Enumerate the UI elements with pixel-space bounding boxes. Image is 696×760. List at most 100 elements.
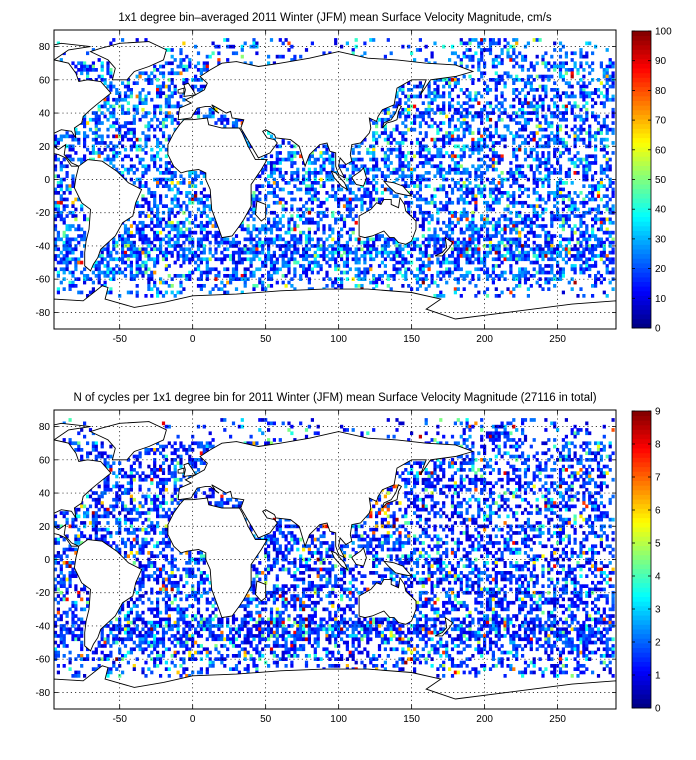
data-bin <box>395 127 399 132</box>
data-bin <box>558 164 563 169</box>
data-bin <box>395 260 399 265</box>
data-bin <box>167 78 171 82</box>
data-bin <box>377 250 382 255</box>
data-bin <box>523 94 528 99</box>
data-bin <box>450 177 455 182</box>
data-bin <box>532 131 536 135</box>
data-bin <box>325 254 329 258</box>
data-bin <box>579 217 583 222</box>
data-bin <box>509 200 513 205</box>
data-bin <box>290 161 294 165</box>
data-bin <box>608 84 612 89</box>
data-bin <box>214 234 218 238</box>
data-bin <box>392 254 396 258</box>
data-bin <box>401 134 405 139</box>
data-bin <box>188 250 192 255</box>
data-bin <box>483 257 487 262</box>
y-tick-label: -40 <box>36 241 51 252</box>
data-bin <box>126 290 130 295</box>
data-bin <box>383 54 387 59</box>
data-bin <box>369 191 373 195</box>
data-bin <box>605 131 609 135</box>
data-bin <box>538 224 542 228</box>
data-bin <box>564 181 568 185</box>
data-bin <box>556 141 560 145</box>
data-bin <box>611 71 615 76</box>
data-bin <box>410 174 414 179</box>
data-bin <box>269 227 274 232</box>
data-bin <box>231 260 236 265</box>
colorbar-segment <box>632 314 651 320</box>
data-bin <box>556 131 560 135</box>
data-bin <box>474 294 478 298</box>
data-bin <box>188 237 192 242</box>
data-bin <box>380 234 384 238</box>
data-bin <box>380 191 384 195</box>
data-bin <box>237 117 241 122</box>
data-bin <box>267 220 271 225</box>
data-bin <box>608 207 612 212</box>
data-bin <box>240 277 244 281</box>
data-bin <box>348 210 352 215</box>
data-bin <box>515 227 519 232</box>
data-bin <box>74 214 78 218</box>
data-bin <box>304 48 309 52</box>
data-bin <box>150 294 154 298</box>
data-bin <box>363 200 367 205</box>
data-bin <box>509 171 513 175</box>
data-bin <box>231 124 236 129</box>
data-bin <box>608 197 612 202</box>
data-bin <box>121 270 125 275</box>
data-bin <box>550 124 554 129</box>
data-bin <box>512 171 516 175</box>
data-bin <box>521 58 525 62</box>
data-bin <box>582 174 586 179</box>
data-bin <box>556 260 560 265</box>
data-bin <box>310 187 314 192</box>
data-bin <box>109 88 113 92</box>
data-bin <box>255 51 259 56</box>
data-bin <box>88 64 93 69</box>
data-bin <box>471 254 475 258</box>
data-bin <box>179 181 183 185</box>
data-bin <box>491 277 495 281</box>
data-bin <box>249 234 253 238</box>
data-bin <box>605 230 609 235</box>
data-bin <box>564 61 568 66</box>
data-bin <box>278 234 282 238</box>
data-bin <box>582 121 586 125</box>
data-bin <box>462 200 466 205</box>
data-bin <box>179 204 183 208</box>
data-bin <box>465 191 469 195</box>
data-bin <box>515 121 519 125</box>
data-bin <box>123 134 128 139</box>
data-bin <box>424 157 428 162</box>
data-bin <box>310 41 314 46</box>
data-bin <box>331 257 335 262</box>
data-bin <box>59 257 63 262</box>
data-bin <box>541 287 545 291</box>
data-bin <box>439 227 443 232</box>
data-bin <box>211 217 215 222</box>
data-bin <box>462 210 466 215</box>
data-bin <box>328 171 332 175</box>
data-bin <box>167 230 171 235</box>
data-bin <box>144 97 148 102</box>
data-bin <box>570 234 574 238</box>
data-bin <box>515 134 519 139</box>
data-bin <box>608 184 612 188</box>
data-bin <box>468 247 472 252</box>
data-bin <box>523 270 528 275</box>
data-bin <box>585 210 589 215</box>
data-bin <box>173 234 177 238</box>
data-bin <box>220 114 224 119</box>
data-bin <box>272 220 276 225</box>
data-bin <box>515 171 519 175</box>
data-bin <box>386 187 390 192</box>
data-bin <box>401 274 405 278</box>
data-bin <box>144 111 148 115</box>
data-bin <box>299 274 303 278</box>
data-bin <box>465 114 469 119</box>
data-bin <box>386 107 390 112</box>
data-bin <box>398 144 402 149</box>
